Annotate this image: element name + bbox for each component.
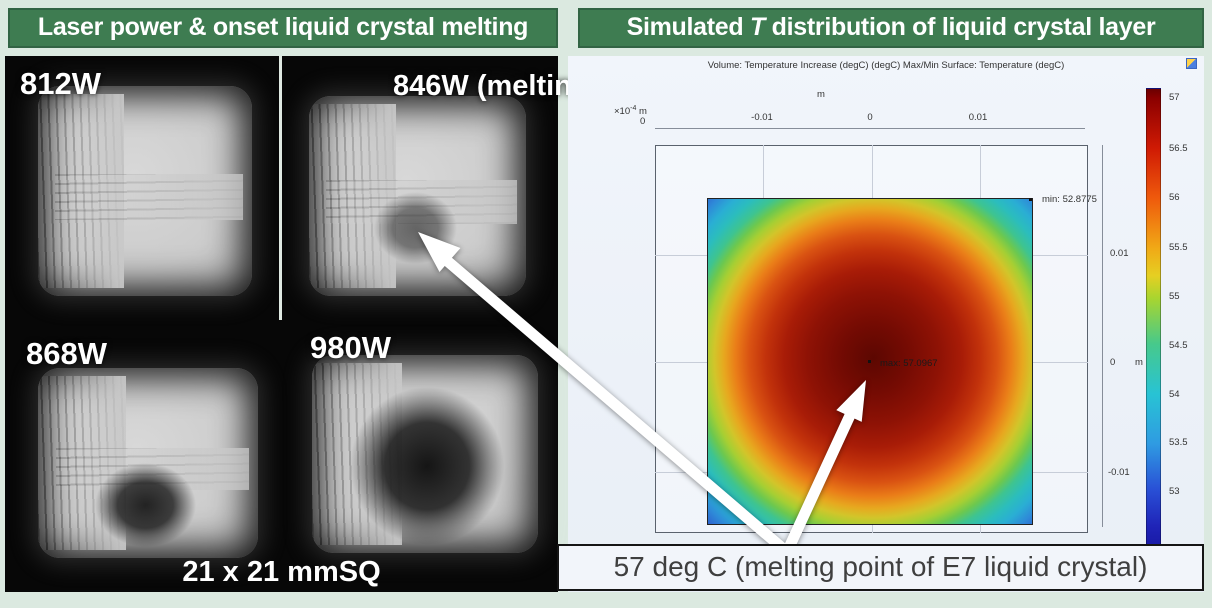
top-tick-001: 0.01 xyxy=(968,112,988,123)
label-812W: 812W xyxy=(20,66,101,101)
colorbar-tick-55: 55 xyxy=(1169,291,1180,302)
beam-image-846W xyxy=(309,96,526,296)
min-annotation: min: 52.8775 xyxy=(1042,194,1097,205)
max-point-marker xyxy=(868,360,871,363)
scratch-texture xyxy=(55,174,244,221)
melting-spot xyxy=(374,192,457,264)
top-axis-ruler xyxy=(655,128,1085,129)
colorbar-tick-54: 54 xyxy=(1169,389,1180,400)
right-tick-0: 0 xyxy=(1110,357,1116,368)
colorbar-tick-53: 53 xyxy=(1169,486,1180,497)
melting-spot xyxy=(350,386,505,546)
max-annotation: max: 57.0967 xyxy=(880,358,938,369)
label-868W: 868W xyxy=(26,336,107,371)
axis-scale-label: ×10-4 m xyxy=(614,105,647,117)
top-tick-0: 0 xyxy=(867,112,873,123)
colorbar-tick-535: 53.5 xyxy=(1169,437,1188,448)
top-tick-neg001: -0.01 xyxy=(751,112,773,123)
right-title-prefix: Simulated xyxy=(626,13,751,41)
beam-image-868W xyxy=(38,368,258,558)
colorbar-tick-57: 57 xyxy=(1169,92,1180,103)
right-title-italic-T: T xyxy=(750,13,766,41)
right-title-suffix: distribution of liquid crystal layer xyxy=(765,13,1156,41)
top-axis-unit: m xyxy=(817,89,825,100)
label-980W: 980W xyxy=(310,330,391,365)
melting-spot xyxy=(95,463,197,547)
beam-image-980W xyxy=(312,355,538,553)
label-846W-melting: 846W (melting) xyxy=(393,70,600,102)
left-panel-title: Laser power & onset liquid crystal melti… xyxy=(8,8,558,48)
min-point-marker xyxy=(1029,198,1032,201)
colorbar-tick-545: 54.5 xyxy=(1169,340,1188,351)
scale-exponent: -4 xyxy=(630,105,637,112)
colorbar-tick-555: 55.5 xyxy=(1169,242,1188,253)
colorbar-tick-56: 56 xyxy=(1169,192,1180,203)
right-panel-title: Simulated T distribution of liquid cryst… xyxy=(578,8,1204,48)
simulation-screenshot: Volume: Temperature Increase (degC) (deg… xyxy=(568,56,1204,592)
colorbar-tick-565: 56.5 xyxy=(1169,143,1188,154)
melting-point-callout: 57 deg C (melting point of E7 liquid cry… xyxy=(557,544,1204,591)
scale-unit: m xyxy=(636,106,647,118)
origin-tick: 0 xyxy=(640,116,646,127)
right-tick-neg001: -0.01 xyxy=(1108,467,1130,478)
plot-title: Volume: Temperature Increase (degC) (deg… xyxy=(707,60,1065,71)
temperature-colorbar xyxy=(1146,88,1161,545)
sample-size-caption: 21 x 21 mmSQ xyxy=(182,556,381,588)
tile-divider xyxy=(279,56,282,320)
beam-image-812W xyxy=(38,86,252,296)
right-axis-unit: m xyxy=(1135,357,1143,368)
window-icon[interactable] xyxy=(1186,58,1197,69)
right-axis-ruler xyxy=(1102,145,1103,527)
scale-base: ×10 xyxy=(614,106,631,118)
right-tick-001: 0.01 xyxy=(1110,248,1129,259)
